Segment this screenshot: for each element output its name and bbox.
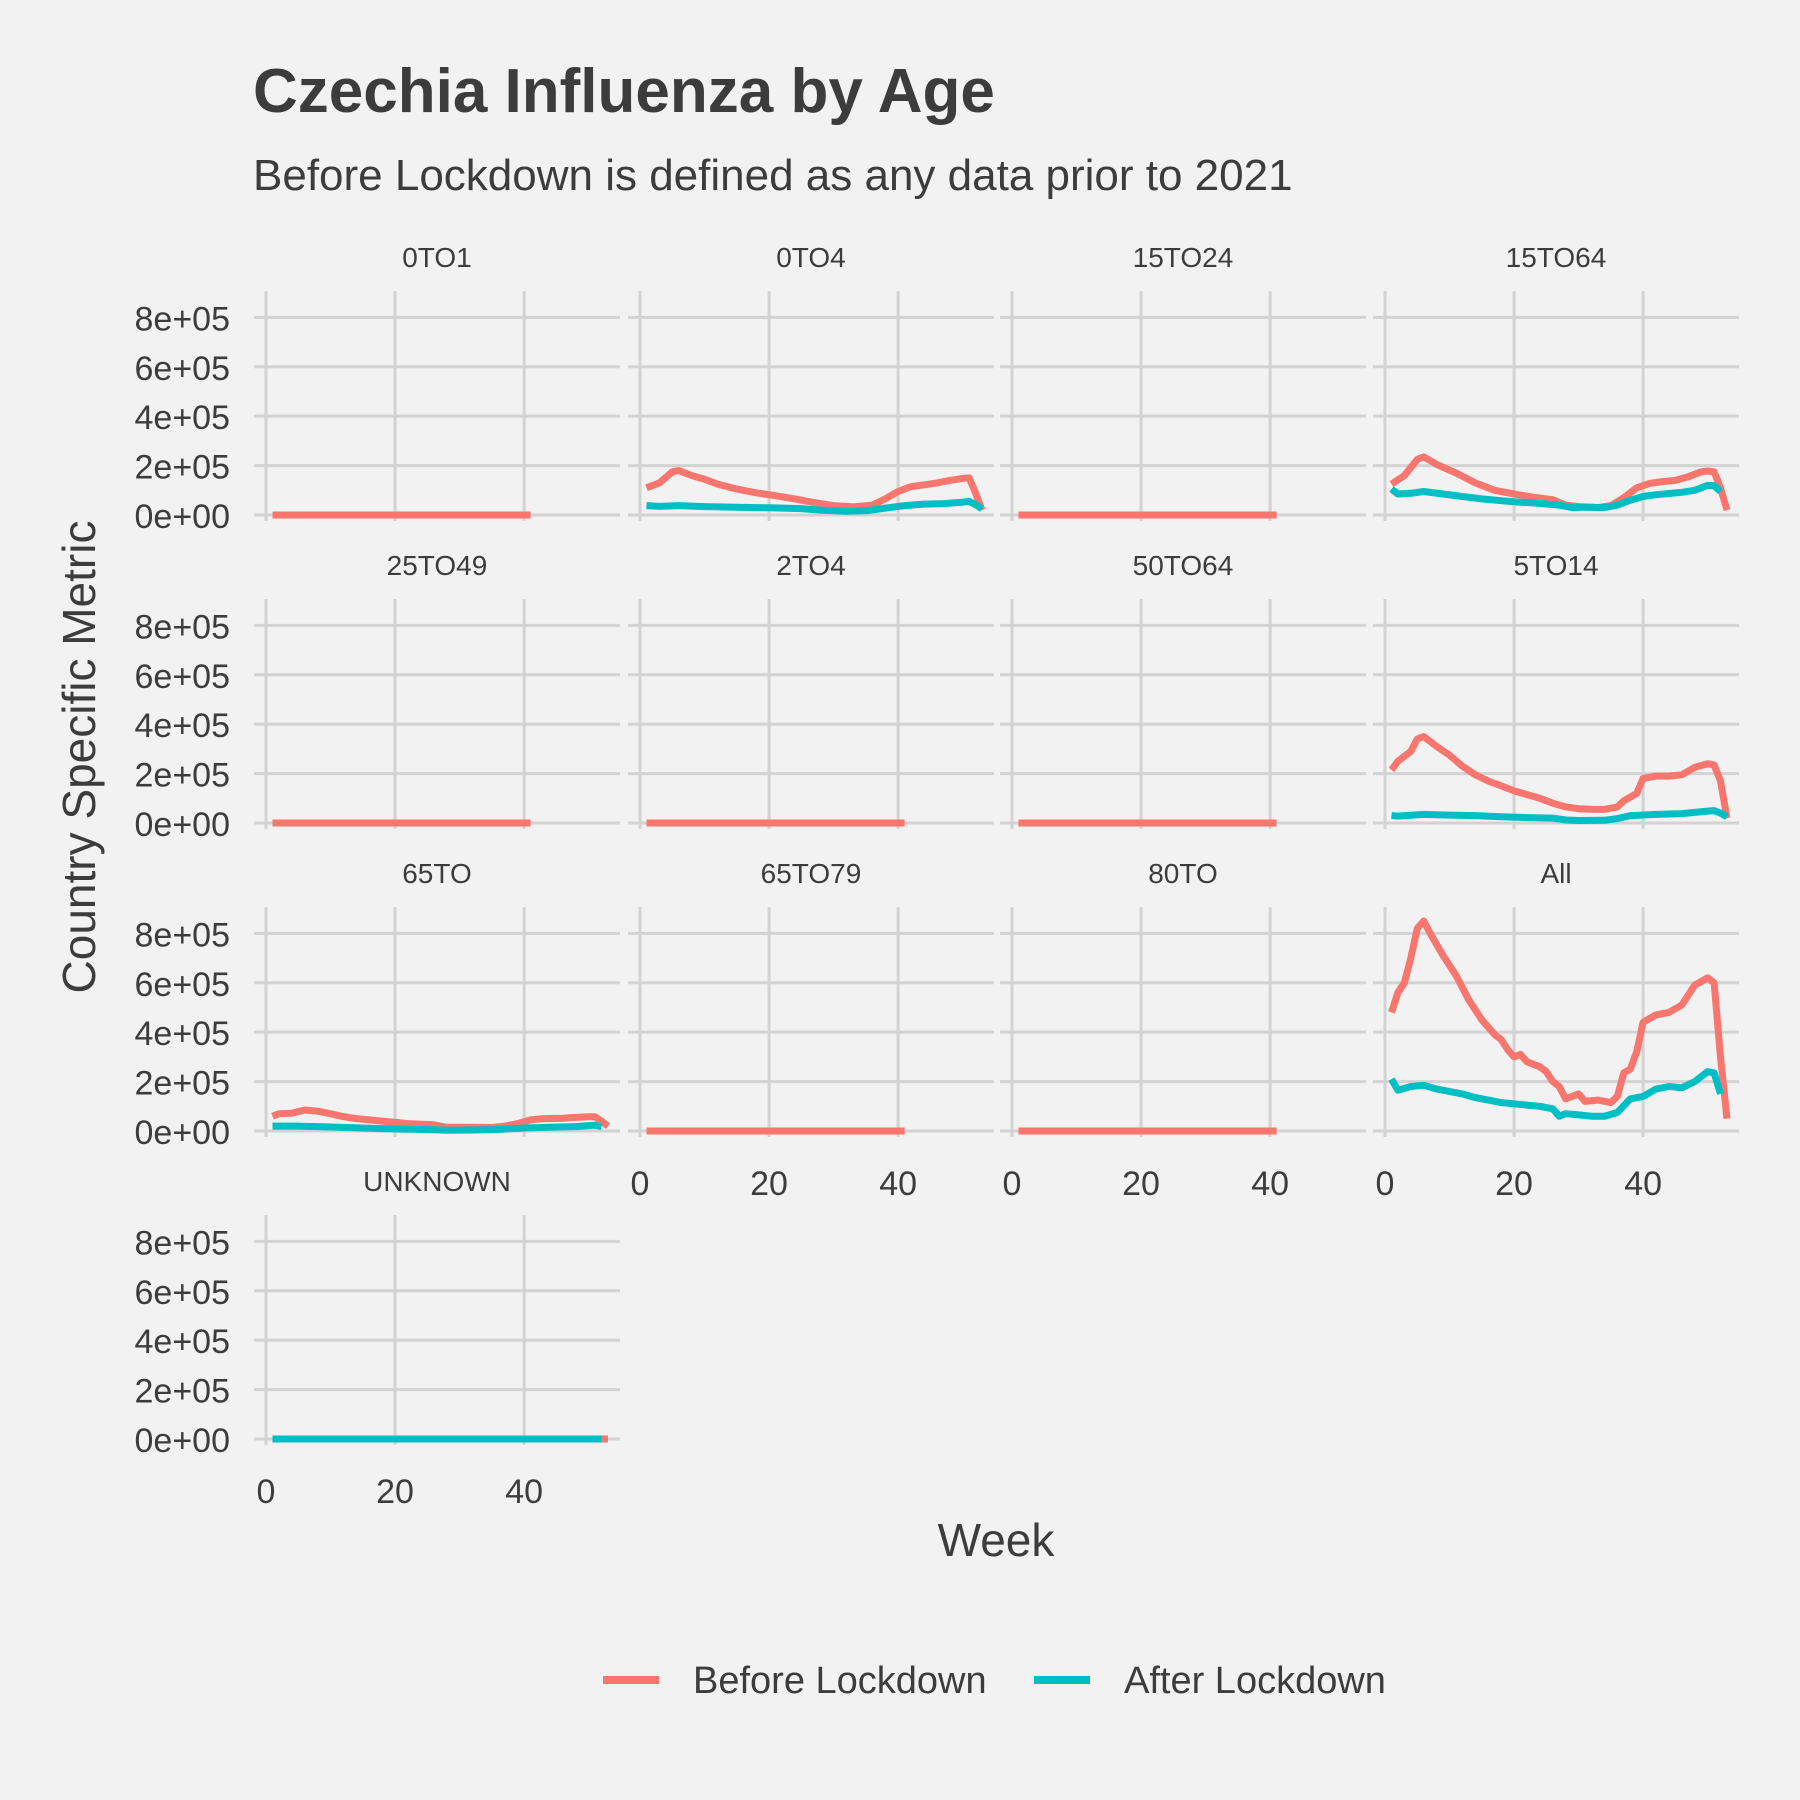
facet-label: UNKNOWN [363,1166,511,1197]
facet-label: 65TO79 [761,858,862,889]
facet-panel: 65TO 0e+00 2e+05 4e+05 6e+05 8e+05 [135,858,620,1152]
facet-panel: UNKNOWN 0e+00 2e+05 4e+05 6e+05 8e+05 0 20 40 [135,1166,620,1511]
x-tick-label: 40 [879,1165,917,1203]
legend: Before Lockdown After Lockdown [603,1660,1386,1702]
x-tick-label: 0 [1376,1165,1395,1203]
y-tick-label: 6e+05 [135,658,231,696]
facet-panel: 5TO14 [1373,550,1739,829]
y-tick-label: 4e+05 [135,1015,231,1053]
legend-label: After Lockdown [1124,1660,1386,1702]
y-tick-label: 2e+05 [135,757,231,795]
y-tick-label: 2e+05 [135,1373,231,1411]
x-tick-label: 40 [1624,1165,1662,1203]
facet-panel: 65TO79 0 20 40 [628,858,994,1203]
chart-subtitle: Before Lockdown is defined as any data p… [253,151,1293,200]
facet-panel: All 0 20 40 [1373,858,1739,1203]
facet-panel: 2TO4 [628,550,994,829]
y-tick-label: 0e+00 [135,1422,231,1460]
y-tick-label: 6e+05 [135,1274,231,1312]
facet-label: 5TO14 [1513,550,1598,581]
chart-title: Czechia Influenza by Age [253,57,995,126]
y-tick-label: 6e+05 [135,350,231,388]
legend-label: Before Lockdown [693,1660,987,1702]
y-tick-label: 8e+05 [135,608,231,646]
series-line-before-lockdown [1388,733,1731,819]
facet-panels: 0TO1 0e+00 2e+05 4e+05 6e+05 8e+05 0TO4 15TO24 1… [135,242,1739,1511]
facet-label: 80TO [1148,858,1218,889]
facet-label: 2TO4 [776,550,846,581]
series-line-after-lockdown [646,497,984,515]
series-line-after-lockdown [272,1121,603,1134]
y-tick-label: 4e+05 [135,1323,231,1361]
x-tick-label: 40 [505,1473,543,1511]
facet-label: 65TO [402,858,472,889]
x-tick-label: 20 [376,1473,414,1511]
x-tick-label: 0 [257,1473,276,1511]
series-line-after-lockdown [1388,1068,1724,1120]
y-axis-label: Country Specific Metric [53,521,105,994]
x-axis-label: Week [938,1514,1056,1566]
facet-panel: 80TO 0 20 40 [1000,858,1366,1203]
facet-label: 0TO4 [776,242,846,273]
y-tick-label: 0e+00 [135,1114,231,1152]
y-tick-label: 4e+05 [135,707,231,745]
x-tick-label: 0 [1003,1165,1022,1203]
x-tick-label: 20 [1495,1165,1533,1203]
y-tick-label: 0e+00 [135,498,231,536]
facet-label: All [1540,858,1571,889]
facet-panel: 15TO24 [1000,242,1366,521]
y-tick-label: 6e+05 [135,966,231,1004]
facet-label: 15TO24 [1133,242,1234,273]
x-tick-label: 20 [1122,1165,1160,1203]
facet-panel: 25TO49 0e+00 2e+05 4e+05 6e+05 8e+05 [135,550,620,844]
facet-panel: 50TO64 [1000,550,1366,829]
facet-panel: 15TO64 [1373,242,1739,521]
y-tick-label: 8e+05 [135,1224,231,1262]
series-line-after-lockdown [1391,807,1729,824]
x-tick-label: 20 [750,1165,788,1203]
series-line-before-lockdown [1388,917,1731,1119]
x-tick-label: 40 [1251,1165,1289,1203]
y-tick-label: 8e+05 [135,916,231,954]
facet-label: 25TO49 [387,550,488,581]
y-tick-label: 2e+05 [135,449,231,487]
facet-label: 0TO1 [402,242,472,273]
series-line-after-lockdown [1389,481,1723,512]
facet-panel: 0TO4 [628,242,994,521]
facet-label: 50TO64 [1133,550,1234,581]
x-tick-label: 0 [631,1165,650,1203]
y-tick-label: 4e+05 [135,399,231,437]
facet-panel: 0TO1 0e+00 2e+05 4e+05 6e+05 8e+05 [135,242,620,536]
y-tick-label: 0e+00 [135,806,231,844]
y-tick-label: 2e+05 [135,1065,231,1103]
series-line-before-lockdown [645,467,986,512]
facet-label: 15TO64 [1506,242,1607,273]
y-tick-label: 8e+05 [135,300,231,338]
